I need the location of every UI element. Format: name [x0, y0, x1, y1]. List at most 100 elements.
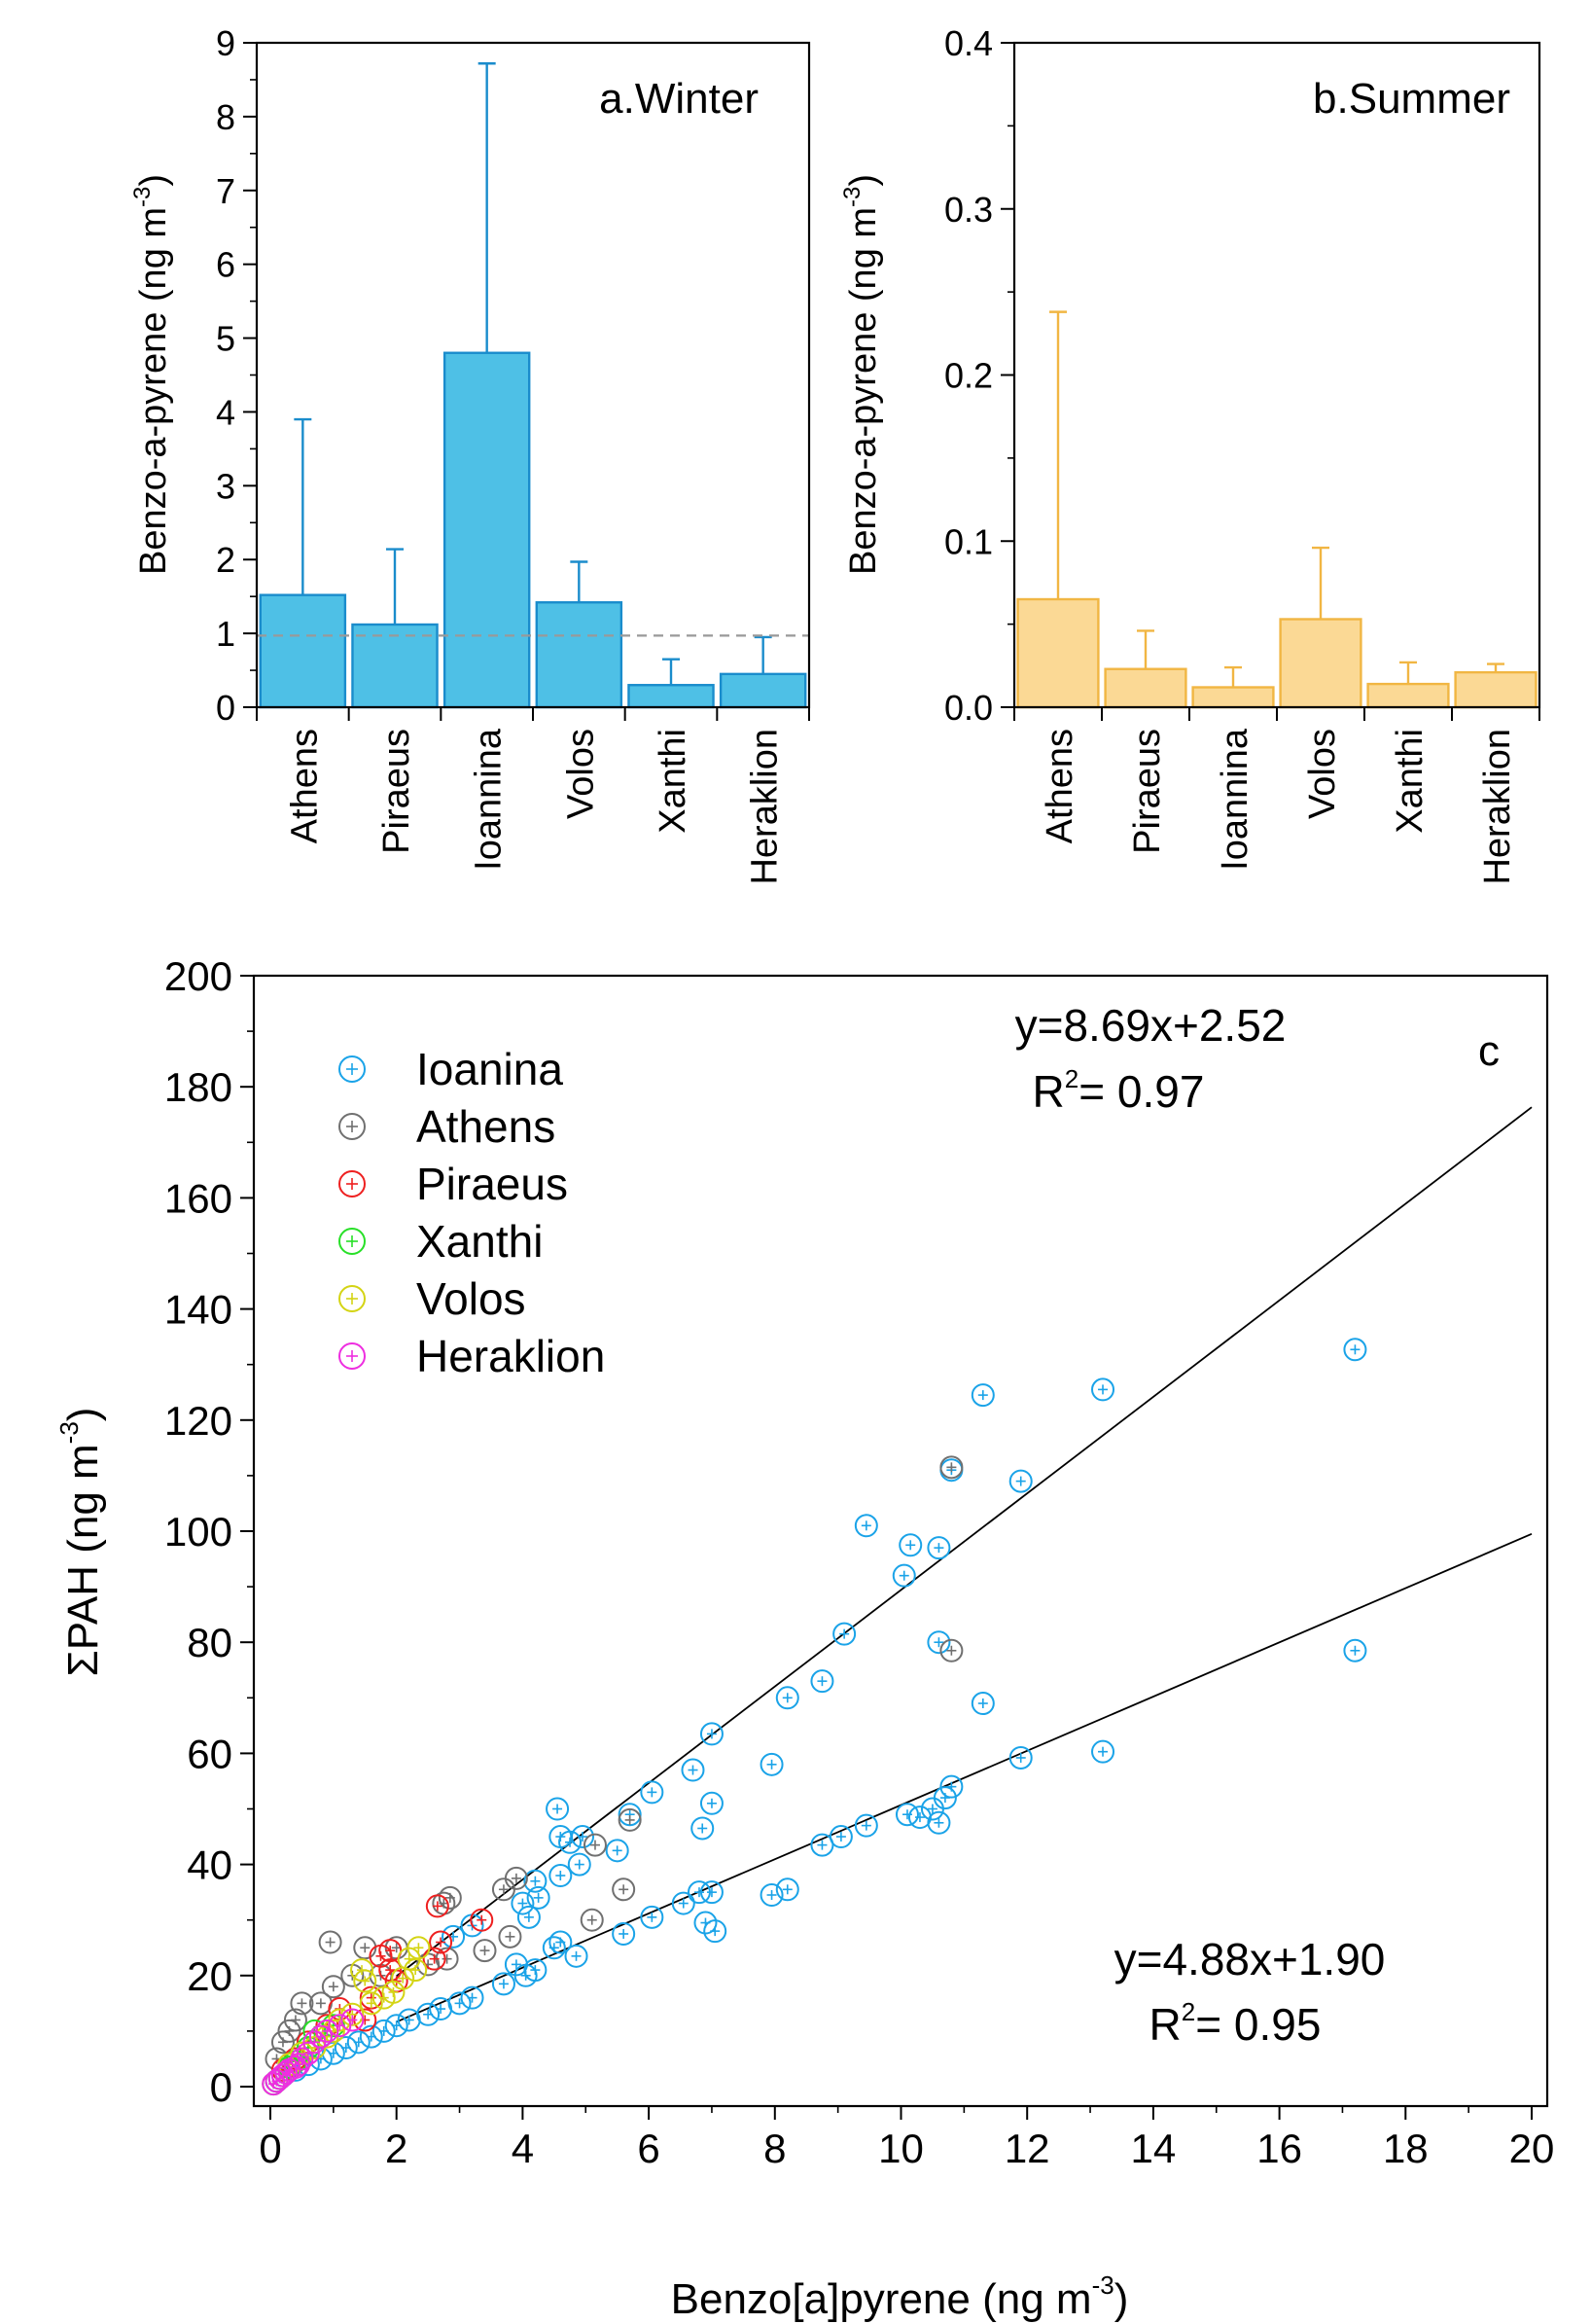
x-tick-label: Heraklion [1477, 729, 1518, 885]
marker-circle [920, 1797, 944, 1821]
fit-line-1 [396, 1106, 1533, 1978]
data-point [760, 1883, 784, 1908]
data-point [832, 1622, 857, 1646]
data-point [1091, 1739, 1115, 1764]
marker-circle [511, 1891, 535, 1915]
y-tick-label: 0 [210, 2064, 232, 2110]
winter-y-ticks: 0 1 2 3 4 5 6 7 8 9 [216, 23, 257, 728]
marker-circle [618, 1803, 642, 1827]
x-tick-label: Athens [284, 729, 325, 843]
marker-circle [429, 1930, 453, 1954]
y-tick-label: 80 [187, 1620, 232, 1665]
data-point [548, 1864, 573, 1888]
marker-circle [308, 2024, 333, 2049]
bar [719, 672, 807, 709]
data-point [671, 1891, 695, 1915]
y-tick-label: 4 [216, 392, 235, 432]
x-tick-label: Heraklion [745, 729, 786, 885]
marker-circle [340, 2008, 365, 2032]
marker-circle [270, 2030, 295, 2055]
marker-circle [699, 1722, 724, 1746]
y-tick-label: 140 [164, 1287, 232, 1333]
data-point [318, 1930, 342, 1954]
data-point [567, 1852, 591, 1877]
data-point [775, 1877, 799, 1902]
marker-circle [491, 1972, 515, 1996]
marker-circle [971, 1383, 995, 1408]
data-point [371, 2019, 396, 2043]
data-point [618, 1807, 642, 1832]
data-point [699, 1791, 724, 1815]
legend-label: Heraklion [416, 1331, 605, 1381]
y-tick-label: 0.4 [944, 23, 993, 63]
x-tick-label: 6 [637, 2126, 659, 2171]
data-point [262, 2072, 286, 2096]
fit-upper-r2: R2= 0.97 [1033, 1064, 1205, 1117]
data-point [511, 1891, 535, 1915]
x-tick-label: Ioannina [1215, 728, 1255, 871]
winter-x-ticks: Athens Piraeus Ioannina Volos Xanthi Heraklio… [256, 707, 810, 885]
y-tick-label: 40 [187, 1842, 232, 1888]
data-point [350, 1958, 374, 1983]
data-point [854, 1813, 878, 1838]
y-tick-label: 0.1 [944, 521, 993, 561]
data-point [504, 1952, 528, 1977]
marker-circle [612, 1877, 636, 1902]
data-point [523, 1869, 548, 1893]
marker-circle [542, 1936, 566, 1960]
x-tick-label: 10 [878, 2126, 924, 2171]
x-tick-label: Ioannina [469, 728, 510, 871]
data-point [939, 1455, 964, 1480]
data-point [829, 1825, 853, 1849]
y-tick-label: 0.0 [944, 688, 993, 728]
data-point [546, 1797, 570, 1821]
marker-circle [1343, 1338, 1367, 1362]
y-tick-label: 2 [216, 540, 235, 580]
data-point [404, 1958, 428, 1983]
legend-item-athens: Athens [338, 1101, 555, 1152]
y-tick-label: 180 [164, 1064, 232, 1110]
marker-circle [265, 2069, 289, 2093]
winter-bars [259, 62, 807, 709]
marker-circle [523, 1869, 548, 1893]
marker-circle [899, 1533, 923, 1557]
scatter-points [262, 1338, 1367, 2096]
data-point [939, 1638, 964, 1663]
data-point [775, 1686, 799, 1710]
x-tick-label: Volos [560, 729, 601, 819]
marker-circle [404, 1958, 428, 1983]
marker-circle [971, 1692, 995, 1716]
data-point [583, 1833, 607, 1857]
data-point [564, 1944, 588, 1968]
data-point [290, 1991, 314, 2016]
marker-circle [328, 2014, 352, 2038]
legend-item-ioanina: Ioanina [338, 1044, 563, 1094]
marker-circle [262, 2072, 286, 2096]
marker-circle [460, 1985, 484, 2010]
data-point [971, 1383, 995, 1408]
x-tick-label: 18 [1383, 2126, 1429, 2171]
marker-circle [810, 1833, 834, 1857]
marker-circle [571, 1825, 595, 1849]
y-tick-label: 100 [164, 1509, 232, 1555]
x-tick-label: 8 [763, 2126, 786, 2171]
data-point [580, 1908, 604, 1932]
data-point [810, 1669, 834, 1694]
x-tick-label: 16 [1256, 2126, 1302, 2171]
marker-circle [1091, 1377, 1115, 1402]
marker-circle [703, 1919, 727, 1944]
data-point [927, 1536, 951, 1560]
y-tick-label: 3 [216, 466, 235, 506]
fit-line-2 [396, 1533, 1533, 2023]
legend-item-heraklion: Heraklion [338, 1331, 605, 1381]
fit-lines [396, 1106, 1533, 2023]
marker-circle [612, 1921, 636, 1946]
data-point [442, 1924, 466, 1949]
marker-circle [318, 1930, 342, 1954]
marker-circle [567, 1852, 591, 1877]
data-point [1008, 1469, 1033, 1493]
series-heraklion [262, 2008, 365, 2096]
data-point [429, 1930, 453, 1954]
marker-circle [470, 1908, 494, 1932]
